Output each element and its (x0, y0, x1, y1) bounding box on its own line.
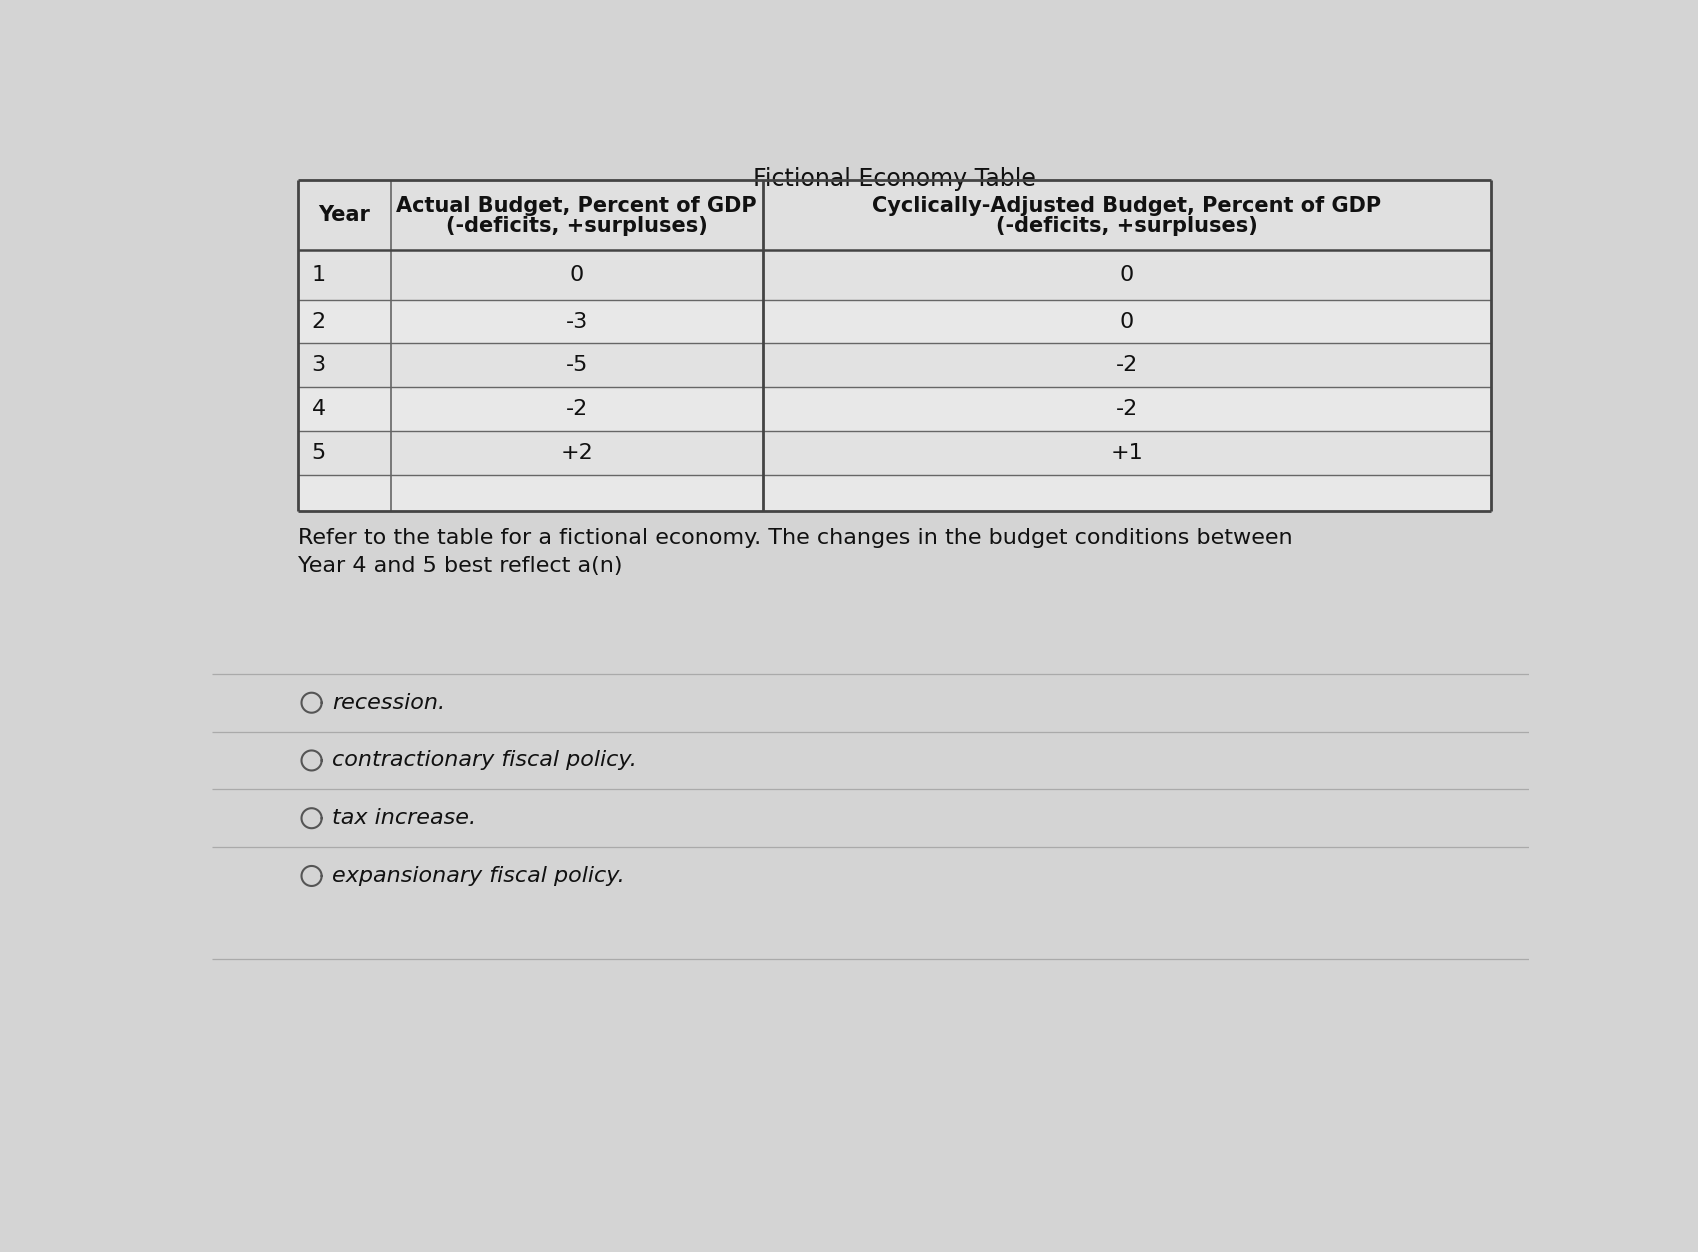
Polygon shape (212, 789, 1528, 848)
Polygon shape (297, 476, 1491, 511)
Polygon shape (297, 300, 1491, 343)
Text: +2: +2 (560, 443, 593, 463)
Text: 3: 3 (311, 356, 326, 376)
Text: 1: 1 (311, 265, 326, 285)
Text: 4: 4 (311, 399, 326, 419)
Text: +1: +1 (1110, 443, 1143, 463)
Text: Actual Budget, Percent of GDP: Actual Budget, Percent of GDP (396, 195, 757, 215)
Text: (-deficits, +surpluses): (-deficits, +surpluses) (445, 215, 706, 235)
Text: 0: 0 (1119, 312, 1133, 332)
Text: Refer to the table for a fictional economy. The changes in the budget conditions: Refer to the table for a fictional econo… (297, 527, 1292, 576)
Text: 0: 0 (569, 265, 584, 285)
Text: -3: -3 (565, 312, 588, 332)
Polygon shape (212, 848, 1528, 905)
Polygon shape (212, 731, 1528, 789)
Text: -2: -2 (565, 399, 588, 419)
Polygon shape (297, 179, 1491, 511)
Text: expansionary fiscal policy.: expansionary fiscal policy. (333, 866, 625, 886)
Text: (-deficits, +surpluses): (-deficits, +surpluses) (995, 215, 1257, 235)
Text: contractionary fiscal policy.: contractionary fiscal policy. (333, 750, 637, 770)
Text: Fictional Economy Table: Fictional Economy Table (752, 168, 1036, 192)
Polygon shape (297, 250, 1491, 300)
Text: -2: -2 (1116, 399, 1138, 419)
Text: -2: -2 (1116, 356, 1138, 376)
Text: Year: Year (318, 205, 370, 225)
Text: tax increase.: tax increase. (333, 809, 477, 829)
Polygon shape (297, 431, 1491, 476)
Text: 2: 2 (311, 312, 326, 332)
Text: Cyclically-Adjusted Budget, Percent of GDP: Cyclically-Adjusted Budget, Percent of G… (871, 195, 1380, 215)
Text: -5: -5 (565, 356, 588, 376)
Polygon shape (297, 343, 1491, 387)
Text: recession.: recession. (333, 692, 445, 712)
Polygon shape (297, 387, 1491, 431)
Text: 5: 5 (311, 443, 326, 463)
Text: 0: 0 (1119, 265, 1133, 285)
Polygon shape (212, 674, 1528, 731)
Polygon shape (297, 179, 1491, 250)
